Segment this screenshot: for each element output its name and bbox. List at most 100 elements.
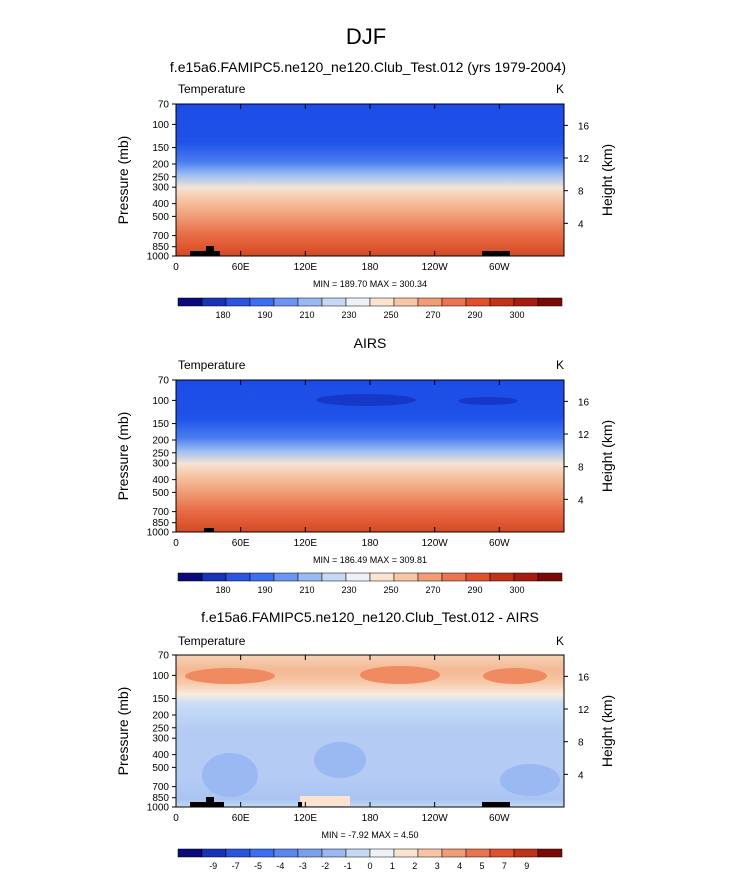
- x-tick-label: 120W: [422, 813, 449, 824]
- pressure-tick-label: 850: [152, 793, 169, 804]
- colorbar-swatch: [345, 297, 371, 307]
- terrain-mask: [204, 528, 214, 532]
- colorbar-label: 250: [383, 310, 398, 320]
- cold-tropopause-patch: [316, 394, 416, 406]
- colorbar-swatch: [225, 848, 251, 858]
- panel-3: f.e15a6.FAMIPC5.ne120_ne120.Club_Test.01…: [115, 609, 615, 871]
- pressure-tick-label: 150: [152, 694, 169, 705]
- colorbar-swatch: [489, 848, 515, 858]
- x-ticks: 0 60E 120E 180 120W 60W: [173, 380, 510, 549]
- stats-label: MIN = 189.70 MAX = 300.34: [313, 279, 427, 289]
- colorbar-swatch: [537, 572, 563, 582]
- colorbar-label: 5: [479, 861, 484, 871]
- colorbar-swatch: [225, 572, 251, 582]
- colorbar-swatch: [513, 848, 539, 858]
- pressure-tick-label: 850: [152, 518, 169, 529]
- pressure-tick-label: 1000: [147, 528, 170, 539]
- ylabel-right: Height (km): [599, 420, 615, 492]
- terrain-mask: [206, 246, 214, 252]
- height-tick-label: 8: [578, 463, 584, 474]
- colorbar-swatch: [393, 572, 419, 582]
- height-tick-label: 12: [578, 705, 590, 716]
- colorbar: 180 190 210 230 250 270 290 300: [177, 572, 563, 595]
- pressure-tick-label: 1000: [147, 803, 170, 814]
- colorbar-label: 190: [257, 585, 272, 595]
- height-tick-label: 4: [578, 219, 584, 230]
- colorbar-swatch: [537, 848, 563, 858]
- units-label: K: [556, 82, 564, 96]
- colorbar-label: 210: [299, 310, 314, 320]
- height-tick-label: 12: [578, 154, 590, 165]
- height-ticks: 4 8 12 16: [564, 121, 590, 230]
- height-tick-label: 16: [578, 672, 590, 683]
- pressure-tick-label: 500: [152, 763, 169, 774]
- colorbar-label: 3: [435, 861, 440, 871]
- colorbar-swatch: [417, 297, 443, 307]
- height-tick-label: 8: [578, 187, 584, 198]
- colorbar: 180 190 210 230 250 270 290 300: [177, 297, 563, 320]
- colorbar-swatch: [201, 848, 227, 858]
- height-tick-label: 4: [578, 495, 584, 506]
- warm-anomaly: [360, 666, 440, 684]
- colorbar-label: -5: [254, 861, 262, 871]
- units-label: K: [556, 634, 564, 648]
- pressure-tick-label: 300: [152, 183, 169, 194]
- pressure-tick-label: 100: [152, 396, 169, 407]
- terrain-mask: [482, 802, 510, 807]
- colorbar-swatch: [321, 297, 347, 307]
- colorbar-label: -7: [232, 861, 240, 871]
- pressure-tick-label: 300: [152, 734, 169, 745]
- colorbar-label: 180: [215, 585, 230, 595]
- colorbar-swatch: [321, 572, 347, 582]
- ylabel: Pressure (mb): [115, 412, 131, 501]
- x-tick-label: 60E: [232, 262, 250, 273]
- colorbar-swatch: [369, 848, 395, 858]
- x-tick-label: 0: [173, 813, 179, 824]
- colorbar-label: 7: [502, 861, 507, 871]
- x-tick-label: 120W: [422, 262, 449, 273]
- terrain-mask: [190, 802, 224, 807]
- cold-tropopause-patch: [458, 397, 518, 405]
- colorbar-label: 190: [257, 310, 272, 320]
- x-tick-label: 0: [173, 538, 179, 549]
- colorbar-swatch: [225, 297, 251, 307]
- pressure-tick-label: 250: [152, 172, 169, 183]
- colorbar-swatch: [513, 297, 539, 307]
- pressure-tick-label: 850: [152, 242, 169, 253]
- variable-label: Temperature: [178, 634, 246, 648]
- colorbar-swatch: [177, 848, 203, 858]
- warm-anomaly: [185, 668, 275, 684]
- pressure-tick-label: 70: [158, 376, 170, 387]
- x-tick-label: 60W: [489, 813, 510, 824]
- colorbar-label: 1: [390, 861, 395, 871]
- panel-title: AIRS: [354, 335, 387, 351]
- x-ticks: 0 60E 120E 180 120W 60W: [173, 104, 510, 273]
- pressure-tick-label: 150: [152, 143, 169, 154]
- colorbar-swatch: [201, 297, 227, 307]
- pressure-tick-label: 100: [152, 671, 169, 682]
- colorbar-label: 180: [215, 310, 230, 320]
- panel-title: f.e15a6.FAMIPC5.ne120_ne120.Club_Test.01…: [170, 59, 566, 75]
- colorbar-label: 230: [341, 310, 356, 320]
- stats-label: MIN = -7.92 MAX = 4.50: [321, 830, 418, 840]
- pressure-tick-label: 70: [158, 651, 170, 662]
- stats-label: MIN = 186.49 MAX = 309.81: [313, 555, 427, 565]
- x-tick-label: 60E: [232, 813, 250, 824]
- colorbar-label: -4: [276, 861, 284, 871]
- x-tick-label: 60E: [232, 538, 250, 549]
- pressure-tick-label: 700: [152, 231, 169, 242]
- terrain-mask: [206, 797, 214, 803]
- x-tick-label: 180: [362, 813, 379, 824]
- variable-label: Temperature: [178, 358, 246, 372]
- colorbar-swatch: [465, 297, 491, 307]
- ylabel: Pressure (mb): [115, 136, 131, 225]
- terrain-mask: [190, 251, 220, 256]
- panel-1: f.e15a6.FAMIPC5.ne120_ne120.Club_Test.01…: [115, 59, 615, 320]
- height-tick-label: 16: [578, 397, 590, 408]
- pressure-tick-label: 250: [152, 448, 169, 459]
- x-tick-label: 60W: [489, 538, 510, 549]
- warm-anomaly: [483, 668, 547, 684]
- colorbar: -9 -7 -5 -4 -3 -2 -1 0 1 2 3 4 5 7 9: [177, 848, 563, 871]
- colorbar-label: 230: [341, 585, 356, 595]
